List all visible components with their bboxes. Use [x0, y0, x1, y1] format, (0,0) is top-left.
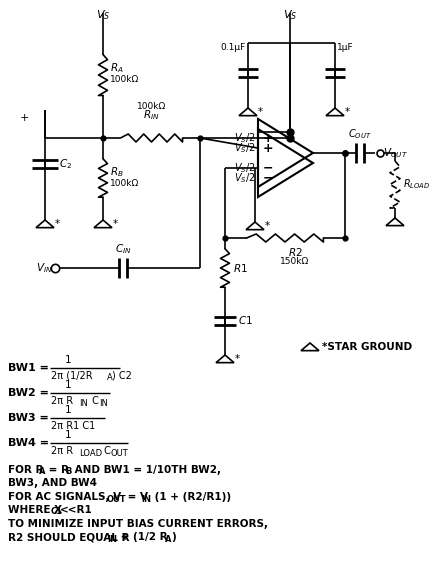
Text: $C_2$: $C_2$	[59, 157, 72, 171]
Text: 2π R: 2π R	[51, 396, 73, 406]
Text: +: +	[263, 142, 273, 154]
Text: $C1$: $C1$	[237, 315, 252, 327]
Text: A: A	[164, 534, 171, 544]
Text: $V_S/2$: $V_S/2$	[233, 141, 254, 155]
Text: IN: IN	[141, 494, 151, 503]
Text: −: −	[263, 161, 273, 174]
Text: $V_S$: $V_S$	[95, 8, 110, 22]
Text: *: *	[55, 219, 60, 229]
Text: $R1$: $R1$	[233, 262, 247, 274]
Text: BW4 =: BW4 =	[8, 438, 49, 448]
Text: $R_{LOAD}$: $R_{LOAD}$	[402, 177, 430, 191]
Text: *: *	[234, 354, 240, 364]
Text: $V_S/2$: $V_S/2$	[233, 171, 254, 185]
Text: 1: 1	[65, 430, 71, 440]
Text: −: −	[263, 172, 273, 184]
Text: +: +	[263, 131, 273, 145]
Text: 100kΩ: 100kΩ	[137, 102, 166, 111]
Text: *: *	[113, 219, 118, 229]
Text: $R2$: $R2$	[287, 246, 302, 258]
Text: 150kΩ: 150kΩ	[280, 258, 309, 266]
Text: C1: C1	[51, 507, 63, 517]
Text: LOAD: LOAD	[79, 448, 102, 457]
Text: *STAR GROUND: *STAR GROUND	[321, 342, 411, 352]
Text: B: B	[65, 467, 71, 476]
Text: + (1/2 R: + (1/2 R	[117, 532, 167, 542]
Text: $R_A$: $R_A$	[110, 61, 123, 75]
Text: 100kΩ: 100kΩ	[110, 180, 139, 188]
Text: 1: 1	[65, 355, 71, 365]
Text: BW2 =: BW2 =	[8, 388, 49, 398]
Text: $V_{IN}$: $V_{IN}$	[36, 261, 52, 275]
Text: BW3 =: BW3 =	[8, 413, 49, 423]
Text: <<R1: <<R1	[60, 505, 92, 515]
Text: $V_S/2$: $V_S/2$	[233, 131, 254, 145]
Text: 0.1μF: 0.1μF	[220, 42, 246, 52]
Text: WHERE X: WHERE X	[8, 505, 62, 515]
Text: C: C	[101, 446, 111, 456]
Text: FOR AC SIGNALS, V: FOR AC SIGNALS, V	[8, 492, 121, 502]
Text: C: C	[89, 396, 99, 406]
Text: $C_{OUT}$: $C_{OUT}$	[347, 127, 371, 141]
Text: (1 + (R2/R1)): (1 + (R2/R1))	[151, 492, 230, 502]
Text: $V_S$: $V_S$	[282, 8, 296, 22]
Text: 1μF: 1μF	[336, 42, 353, 52]
Text: OUT: OUT	[111, 448, 128, 457]
Text: 2π R: 2π R	[51, 446, 73, 456]
Text: *: *	[264, 221, 270, 231]
Text: A: A	[39, 467, 46, 476]
Text: A: A	[107, 374, 112, 382]
Text: $R_{IN}$: $R_{IN}$	[143, 108, 159, 122]
Text: IN: IN	[107, 534, 117, 544]
Text: FOR R: FOR R	[8, 465, 43, 475]
Text: = R: = R	[45, 465, 69, 475]
Text: *: *	[257, 107, 263, 117]
Text: IN: IN	[79, 398, 88, 408]
Text: 100kΩ: 100kΩ	[110, 76, 139, 84]
Text: = V: = V	[124, 492, 148, 502]
Text: TO MINIMIZE INPUT BIAS CURRENT ERRORS,: TO MINIMIZE INPUT BIAS CURRENT ERRORS,	[8, 519, 267, 529]
Text: BW3, AND BW4: BW3, AND BW4	[8, 478, 97, 488]
Text: $V_S/2$: $V_S/2$	[233, 161, 254, 175]
Text: 1: 1	[65, 405, 71, 415]
Text: BW1 =: BW1 =	[8, 363, 49, 373]
Text: $R_B$: $R_B$	[110, 165, 123, 179]
Text: OUT: OUT	[107, 494, 126, 503]
Text: $C_{IN}$: $C_{IN}$	[115, 242, 132, 256]
Text: IN: IN	[99, 398, 108, 408]
Text: *: *	[344, 107, 349, 117]
Text: R2 SHOULD EQUAL R: R2 SHOULD EQUAL R	[8, 532, 129, 542]
Text: ): )	[171, 532, 175, 542]
Text: $V_{OUT}$: $V_{OUT}$	[382, 146, 407, 160]
Text: 1: 1	[65, 380, 71, 390]
Text: +: +	[20, 113, 29, 123]
Text: ) C2: ) C2	[112, 371, 132, 381]
Text: 2π (1/2R: 2π (1/2R	[51, 371, 92, 381]
Text: 2π R1 C1: 2π R1 C1	[51, 421, 95, 431]
Text: AND BW1 = 1/10TH BW2,: AND BW1 = 1/10TH BW2,	[71, 465, 220, 475]
